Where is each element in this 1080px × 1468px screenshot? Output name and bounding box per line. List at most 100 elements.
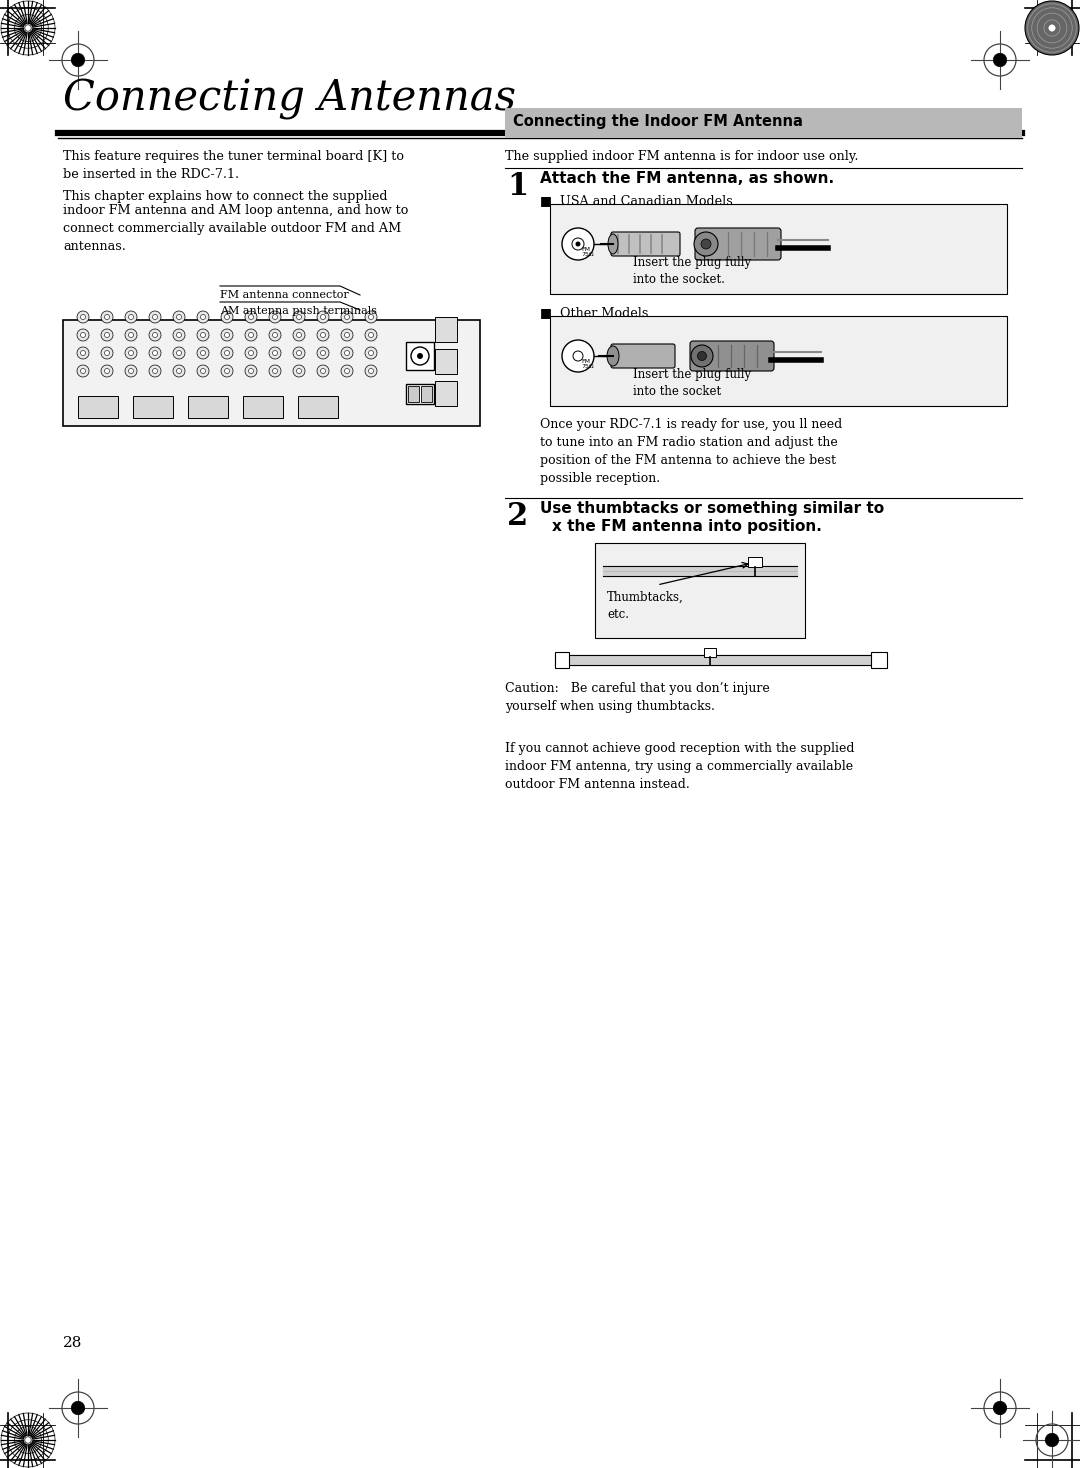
Circle shape [105, 332, 109, 338]
Circle shape [293, 346, 305, 360]
Circle shape [365, 346, 377, 360]
Circle shape [77, 366, 89, 377]
Text: AM antenna push terminals: AM antenna push terminals [220, 305, 377, 316]
Text: antennas.: antennas. [63, 239, 126, 252]
Circle shape [71, 1402, 84, 1415]
Text: Thumbtacks,
etc.: Thumbtacks, etc. [607, 592, 684, 621]
Circle shape [176, 314, 181, 320]
Circle shape [269, 311, 281, 323]
Circle shape [149, 366, 161, 377]
Text: Once your RDC-7.1 is ready for use, you ll need
to tune into an FM radio station: Once your RDC-7.1 is ready for use, you … [540, 418, 842, 484]
FancyBboxPatch shape [611, 344, 675, 368]
Circle shape [77, 329, 89, 341]
Circle shape [102, 346, 113, 360]
Circle shape [225, 314, 229, 320]
Circle shape [221, 346, 233, 360]
Circle shape [102, 329, 113, 341]
Circle shape [368, 332, 374, 338]
Text: If you cannot achieve good reception with the supplied
indoor FM antenna, try us: If you cannot achieve good reception wit… [505, 741, 854, 791]
Circle shape [221, 329, 233, 341]
Circle shape [201, 351, 205, 355]
Circle shape [248, 314, 254, 320]
Circle shape [272, 368, 278, 373]
Circle shape [368, 368, 374, 373]
Circle shape [102, 311, 113, 323]
Circle shape [345, 351, 350, 355]
Circle shape [297, 332, 301, 338]
Circle shape [272, 332, 278, 338]
Circle shape [269, 329, 281, 341]
Circle shape [994, 1402, 1007, 1415]
Circle shape [321, 368, 325, 373]
Circle shape [365, 311, 377, 323]
Circle shape [221, 366, 233, 377]
Circle shape [173, 311, 185, 323]
Circle shape [245, 311, 257, 323]
Text: ■  Other Models: ■ Other Models [540, 305, 648, 319]
Circle shape [248, 351, 254, 355]
Bar [748, 556, 762, 567]
Circle shape [1025, 1, 1079, 54]
Circle shape [197, 346, 210, 360]
Circle shape [341, 346, 353, 360]
Circle shape [318, 311, 329, 323]
Circle shape [994, 53, 1007, 66]
Circle shape [221, 311, 233, 323]
Circle shape [129, 368, 134, 373]
Circle shape [345, 332, 350, 338]
Circle shape [297, 351, 301, 355]
Bar [408, 386, 419, 402]
Circle shape [321, 314, 325, 320]
Circle shape [245, 366, 257, 377]
Text: Use thumbtacks or something similar to: Use thumbtacks or something similar to [540, 501, 885, 515]
Circle shape [152, 351, 158, 355]
Text: 1: 1 [507, 170, 528, 203]
Circle shape [152, 368, 158, 373]
Bar [243, 396, 283, 418]
Circle shape [125, 346, 137, 360]
Circle shape [225, 351, 229, 355]
Circle shape [105, 314, 109, 320]
Circle shape [125, 311, 137, 323]
Circle shape [225, 332, 229, 338]
Circle shape [269, 346, 281, 360]
Circle shape [297, 368, 301, 373]
Circle shape [176, 368, 181, 373]
Text: 2: 2 [507, 501, 528, 531]
Circle shape [321, 351, 325, 355]
Circle shape [129, 314, 134, 320]
Circle shape [297, 314, 301, 320]
Text: Connecting the Indoor FM Antenna: Connecting the Indoor FM Antenna [513, 115, 802, 129]
Bar [406, 342, 434, 370]
Text: The supplied indoor FM antenna is for indoor use only.: The supplied indoor FM antenna is for in… [505, 150, 859, 163]
Text: This chapter explains how to connect the supplied: This chapter explains how to connect the… [63, 189, 388, 203]
Bar [550, 204, 1007, 294]
Circle shape [318, 329, 329, 341]
Bar [870, 652, 887, 668]
Ellipse shape [607, 346, 619, 366]
Text: FM antenna connector: FM antenna connector [220, 291, 349, 299]
Circle shape [562, 228, 594, 260]
Circle shape [368, 314, 374, 320]
Circle shape [81, 351, 85, 355]
Circle shape [125, 366, 137, 377]
Circle shape [272, 351, 278, 355]
Bar [63, 320, 480, 426]
Bar [435, 382, 457, 407]
Circle shape [293, 366, 305, 377]
Bar [704, 647, 716, 658]
Text: Caution:   Be careful that you don’t injure
yourself when using thumbtacks.: Caution: Be careful that you don’t injur… [505, 683, 770, 713]
Text: 28: 28 [63, 1336, 82, 1351]
Bar [298, 396, 338, 418]
Circle shape [129, 351, 134, 355]
Bar [435, 349, 457, 374]
Circle shape [149, 311, 161, 323]
Circle shape [248, 332, 254, 338]
Circle shape [201, 332, 205, 338]
Circle shape [321, 332, 325, 338]
Circle shape [81, 368, 85, 373]
Circle shape [149, 329, 161, 341]
Text: indoor FM antenna and AM loop antenna, and how to: indoor FM antenna and AM loop antenna, a… [63, 204, 408, 217]
Circle shape [173, 366, 185, 377]
Text: Attach the FM antenna, as shown.: Attach the FM antenna, as shown. [540, 170, 834, 186]
